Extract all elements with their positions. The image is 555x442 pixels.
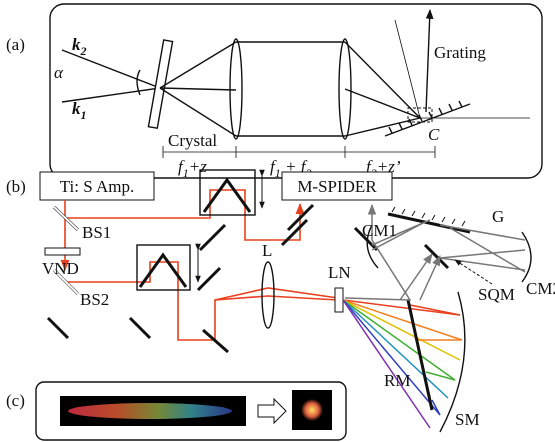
diffracted-arrow xyxy=(426,10,430,112)
grating-label: Grating xyxy=(434,43,486,62)
beam-k2 xyxy=(62,50,160,88)
text-part: +z xyxy=(189,157,207,176)
normal-line xyxy=(395,20,420,118)
vnd-label: VND xyxy=(42,259,79,278)
beam xyxy=(160,88,236,90)
distance-label: f1+z xyxy=(178,157,207,180)
lens xyxy=(230,39,242,139)
k1-label: k1 xyxy=(72,99,87,122)
lens-label: L xyxy=(262,241,272,260)
lens xyxy=(262,262,274,328)
spider-label: M-SPIDER xyxy=(297,177,377,196)
vnd-filter xyxy=(45,248,80,255)
panel-label: (b) xyxy=(6,177,26,196)
spectral-fan xyxy=(343,300,462,428)
subscript: 2 xyxy=(80,44,87,58)
bs2-label: BS2 xyxy=(80,290,109,309)
bs1-label: BS1 xyxy=(82,223,111,242)
g-grating xyxy=(388,214,470,232)
setup-diagram: (a) k2 α k1 Crystal Grating C f1+z f1 + … xyxy=(0,0,555,442)
alpha-label: α xyxy=(54,63,64,82)
spectrum-streak xyxy=(68,403,232,419)
spot xyxy=(301,399,323,421)
cm1-label: CM1 xyxy=(362,221,397,240)
rm-mirror xyxy=(408,300,432,410)
panel-label: (a) xyxy=(6,35,25,54)
beam xyxy=(345,89,420,118)
arrow xyxy=(258,399,286,423)
subscript: 1 xyxy=(81,108,87,122)
ln-label: LN xyxy=(328,263,351,282)
laser-label: Ti: S Amp. xyxy=(60,177,135,196)
crystal xyxy=(148,40,172,128)
cm2-label: CM2 xyxy=(526,279,555,298)
ln-crystal xyxy=(335,288,343,312)
angle-c-label: C xyxy=(428,125,440,144)
beam xyxy=(160,88,236,136)
crystal-label: Crystal xyxy=(168,131,217,150)
sm-label: SM xyxy=(455,410,480,429)
roof-mirror xyxy=(204,180,250,212)
sqm-label: SQM xyxy=(478,285,515,304)
rm-label: RM xyxy=(384,371,410,390)
beam xyxy=(345,42,420,118)
g-label: G xyxy=(492,207,504,226)
sqm-pointer xyxy=(455,260,492,284)
panel-label: (c) xyxy=(6,391,25,410)
